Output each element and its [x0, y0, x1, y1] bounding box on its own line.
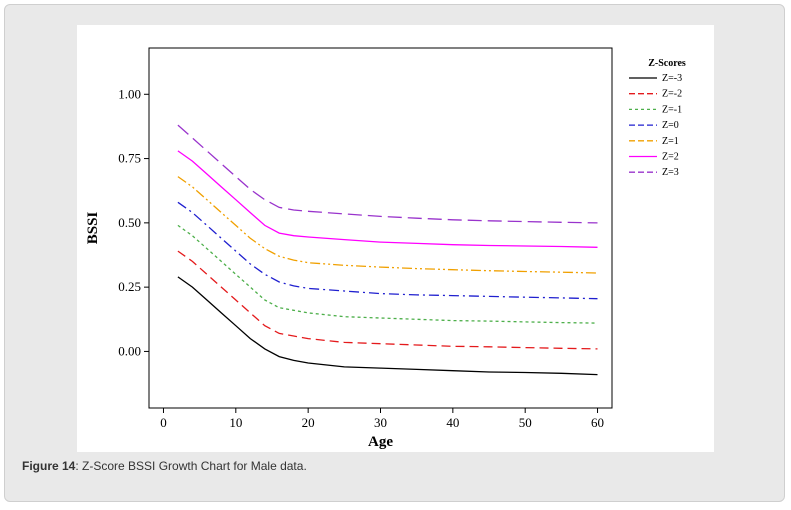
x-axis-title: Age: [368, 434, 393, 450]
y-tick-label: 0.50: [118, 215, 141, 230]
legend-label: Z=-3: [662, 73, 682, 84]
legend-title: Z-Scores: [648, 58, 686, 69]
legend-label: Z=-1: [662, 104, 682, 115]
caption-label: Figure 14: [22, 459, 76, 473]
y-tick-label: 0.00: [118, 343, 141, 358]
series-line-z-3: [177, 276, 598, 376]
x-tick-label: 50: [519, 415, 532, 430]
x-tick-label: 0: [160, 415, 167, 430]
series-line-z-2: [177, 250, 598, 350]
y-tick-label: 1.00: [118, 86, 141, 101]
series-line-z0: [177, 201, 598, 300]
series-line-z2: [177, 150, 598, 248]
figure-caption: Figure 14: Z-Score BSSI Growth Chart for…: [22, 459, 762, 473]
x-tick-label: 40: [446, 415, 459, 430]
x-tick-label: 10: [229, 415, 242, 430]
series-line-z1: [177, 176, 598, 274]
x-tick-label: 30: [374, 415, 387, 430]
x-tick-label: 20: [302, 415, 315, 430]
caption-text: : Z-Score BSSI Growth Chart for Male dat…: [75, 459, 307, 473]
series-lines: [177, 124, 598, 376]
plot-panel: [77, 25, 714, 452]
growth-chart: 0 10 20 30 40 50 60 0.00 0.25 0.50 0.75 1.00 Age BSSI…: [85, 47, 686, 450]
series-line-z3: [177, 124, 598, 224]
legend-label: Z=-2: [662, 89, 682, 100]
legend: Z-Scores Z=-3 Z=-2 Z=-1 Z=0 Z=1 Z=2 Z=3: [629, 58, 686, 178]
axes: 0 10 20 30 40 50 60 0.00 0.25 0.50 0.75 1.00 Age BSSI: [85, 47, 613, 450]
plot-frame: [148, 47, 613, 409]
legend-label: Z=2: [662, 152, 679, 163]
series-line-z-1: [177, 224, 598, 324]
legend-label: Z=3: [662, 167, 679, 178]
y-axis-title: BSSI: [85, 212, 101, 245]
x-tick-label: 60: [591, 415, 604, 430]
legend-label: Z=0: [662, 120, 679, 131]
legend-label: Z=1: [662, 136, 679, 147]
y-tick-label: 0.25: [118, 279, 141, 294]
y-tick-label: 0.75: [118, 151, 141, 166]
